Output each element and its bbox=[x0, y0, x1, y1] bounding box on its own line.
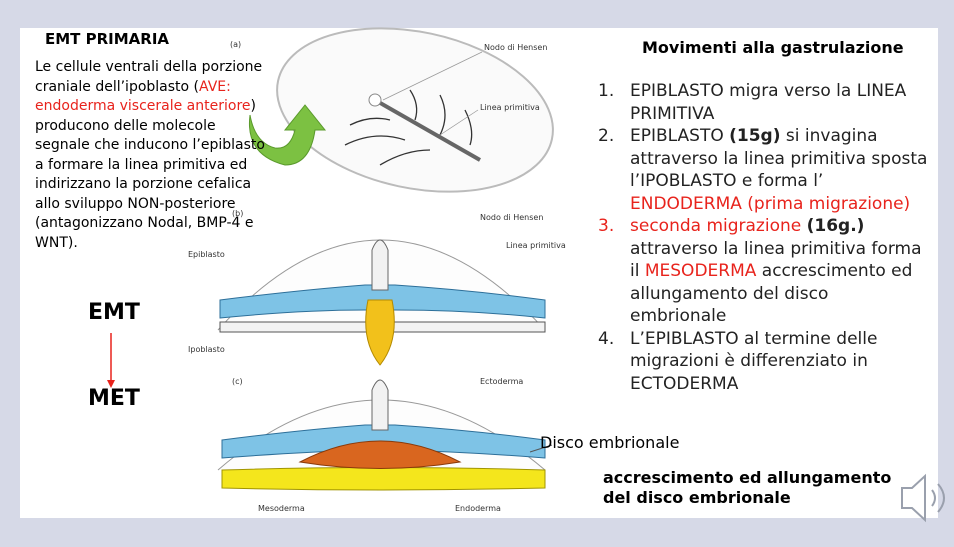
footer-text: accrescimento ed allungamento del disco … bbox=[603, 468, 892, 507]
right-title: Movimenti alla gastrulazione bbox=[642, 38, 904, 57]
egg-outline bbox=[276, 27, 554, 193]
item-number: 2. bbox=[598, 126, 615, 146]
left-title: EMT PRIMARIA bbox=[45, 30, 170, 48]
figure-annotation: Nodo di Hensen bbox=[484, 43, 547, 52]
panel-label: (c) bbox=[232, 377, 243, 386]
text-segment: MESODERMA bbox=[644, 261, 757, 281]
text-segment: (16g.) bbox=[806, 216, 865, 236]
text-segment: seconda migrazione bbox=[630, 216, 807, 236]
emt-label: EMT bbox=[88, 300, 140, 325]
item-number: 1. bbox=[598, 81, 615, 101]
emt-arrowhead bbox=[107, 380, 115, 388]
green-arrow bbox=[248, 104, 327, 166]
figure-annotation: Ipoblasto bbox=[188, 345, 225, 354]
list-item: 3. seconda migrazione (16g.) attraverso l… bbox=[598, 215, 928, 328]
item-number: 4. bbox=[598, 328, 615, 349]
mesoderm bbox=[298, 440, 462, 469]
figure-caption: Disco embrionale bbox=[540, 433, 680, 452]
leader bbox=[439, 109, 479, 136]
figure-annotation: Nodo di Hensen bbox=[480, 213, 543, 222]
panel-label: (b) bbox=[232, 209, 243, 218]
steps-list: 1. EPIBLASTO migra verso la LINEA PRIMITI… bbox=[598, 80, 928, 395]
panel-label: (a) bbox=[230, 40, 241, 49]
leader bbox=[382, 51, 483, 101]
met-label: MET bbox=[88, 386, 140, 411]
figure-annotation: Linea primitiva bbox=[506, 241, 566, 250]
figure-annotation: Mesoderma bbox=[258, 504, 305, 513]
text-segment: (15g) bbox=[729, 126, 781, 146]
figure-annotation: Ectoderma bbox=[480, 377, 523, 386]
left-paragraph: Le cellule ventrali della porzione crani… bbox=[35, 58, 265, 253]
text-segment: Le cellule ventrali della porzione crani… bbox=[35, 59, 267, 95]
text-segment: EPIBLASTO bbox=[630, 126, 730, 146]
list-item: 4. L’EPIBLASTO al termine delle migrazion… bbox=[598, 328, 928, 396]
text-segment: accrescimento ed allungamento del disco … bbox=[630, 261, 913, 326]
text-segment: AVE: endoderma viscerale anteriore bbox=[35, 78, 251, 115]
text-segment: si invagina attraverso la linea primitiv… bbox=[630, 126, 928, 191]
primitive-streak bbox=[374, 98, 481, 162]
node bbox=[371, 239, 389, 291]
flow-arrows bbox=[344, 89, 473, 166]
text-segment: ENDODERMA (prima migrazione) bbox=[630, 193, 911, 214]
endoderm bbox=[221, 467, 546, 491]
list-item: 1. EPIBLASTO migra verso la LINEA PRIMITI… bbox=[598, 80, 928, 125]
text-segment: ) producono delle molecole segnale che i… bbox=[35, 98, 270, 251]
item-number: 3. bbox=[598, 216, 615, 236]
mesoderm-cells bbox=[365, 299, 395, 366]
list-item: 2. EPIBLASTO (15g) si invagina attraverso… bbox=[598, 125, 928, 215]
hensen-node bbox=[368, 93, 382, 107]
node bbox=[371, 379, 389, 431]
figure-annotation: Epiblasto bbox=[188, 250, 225, 259]
audio-icon[interactable] bbox=[901, 473, 945, 523]
text-segment: attraverso la linea primitiva forma il bbox=[630, 238, 922, 282]
text-segment: EPIBLASTO migra verso la LINEA PRIMITIVA bbox=[630, 81, 907, 124]
text-segment: L’EPIBLASTO al termine delle migrazioni … bbox=[630, 328, 878, 394]
figure-annotation: Endoderma bbox=[455, 504, 501, 513]
figure-annotation: Linea primitiva bbox=[480, 103, 540, 112]
caption-leader bbox=[529, 444, 553, 453]
